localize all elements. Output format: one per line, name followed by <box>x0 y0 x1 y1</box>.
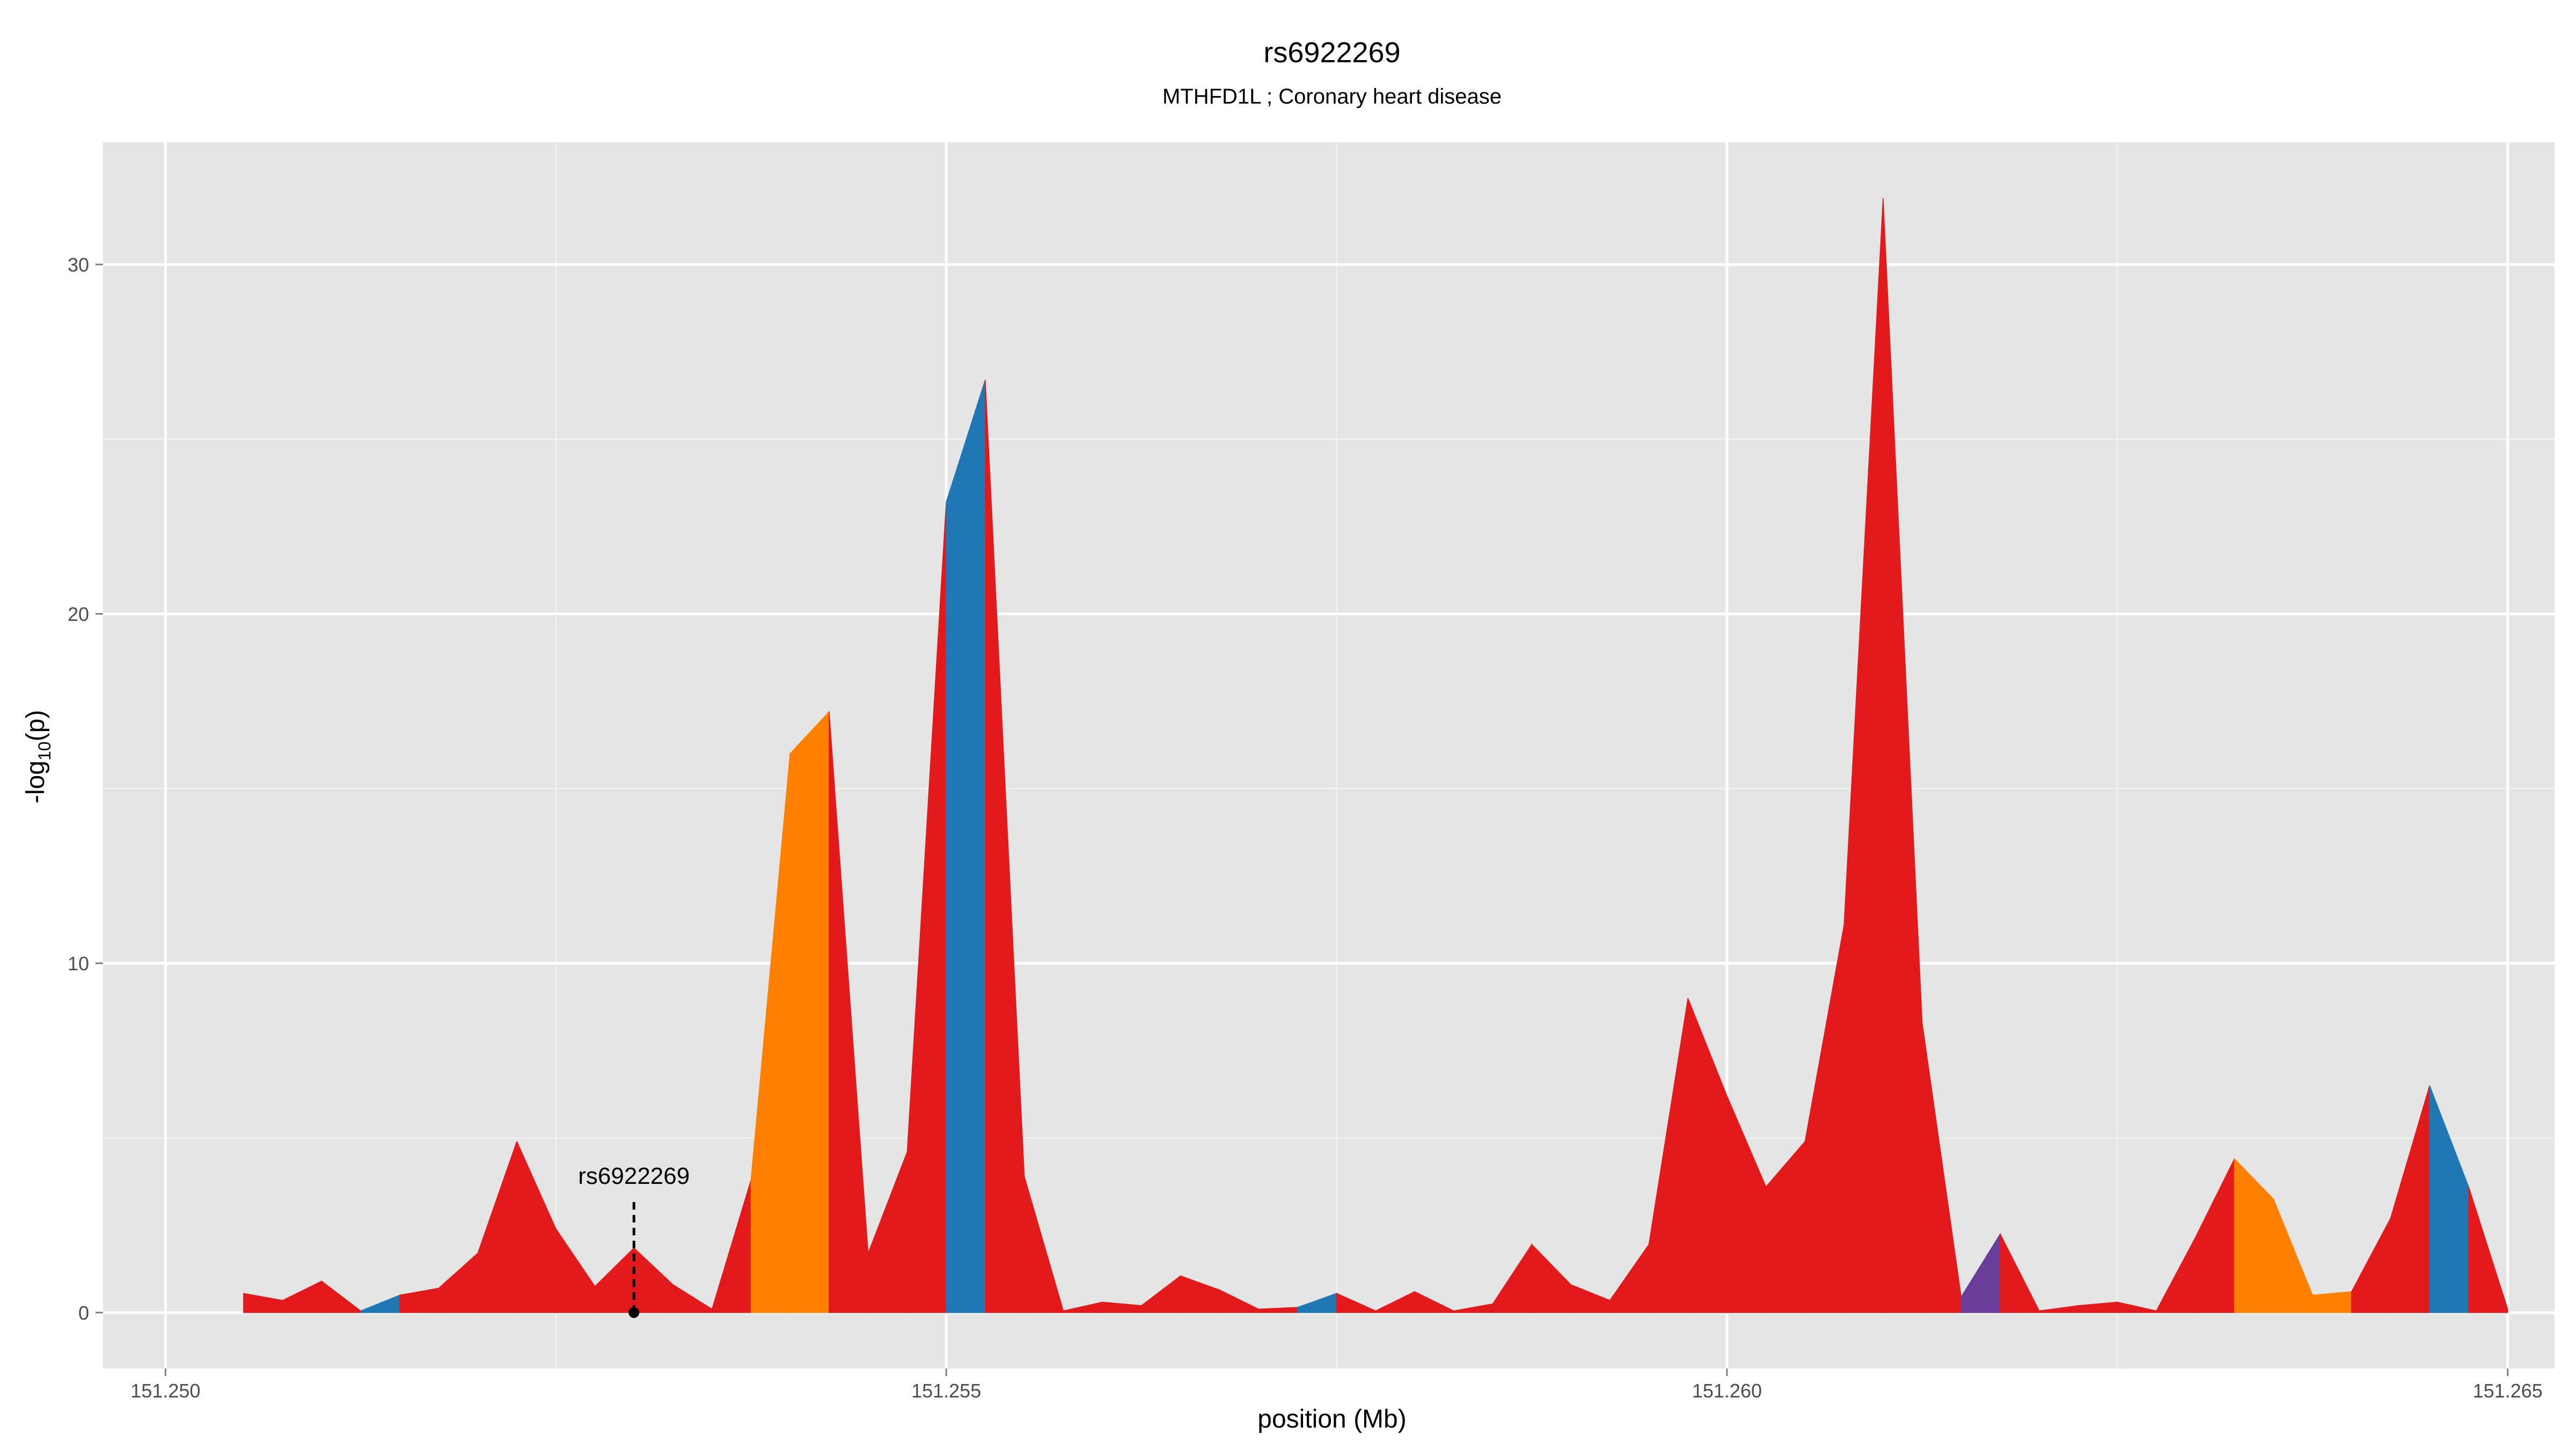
y-tick-label: 0 <box>78 1302 89 1324</box>
y-axis-title-subscript: 10 <box>35 742 54 761</box>
area-segment <box>2312 1291 2352 1313</box>
panel-background <box>103 142 2555 1368</box>
x-axis-title: position (Mb) <box>1257 1405 1406 1433</box>
annotation-point <box>628 1307 640 1318</box>
area-segment <box>2468 1187 2508 1313</box>
chart-subtitle: MTHFD1L ; Coronary heart disease <box>1162 85 1502 108</box>
x-tick-label: 151.250 <box>130 1380 200 1402</box>
plot-panel <box>103 142 2555 1368</box>
y-tick-label: 30 <box>68 254 89 276</box>
svg-text:-log10(p): -log10(p) <box>21 710 54 803</box>
annotation-label: rs6922269 <box>578 1163 690 1189</box>
annotation: rs6922269 <box>578 1163 690 1318</box>
x-tick-label: 151.265 <box>2473 1380 2543 1402</box>
area-series <box>243 198 2508 1313</box>
x-tick-label: 151.255 <box>911 1380 981 1402</box>
y-tick-label: 20 <box>68 603 89 625</box>
area-segment <box>789 711 830 1313</box>
y-axis-title-base: -log <box>21 760 50 803</box>
y-axis-title-tail: (p) <box>21 710 50 742</box>
chart-title: rs6922269 <box>1263 36 1400 69</box>
axes: 151.250 151.255 151.260 151.265 0 10 20 30 <box>68 254 2543 1402</box>
x-tick-label: 151.260 <box>1692 1380 1762 1402</box>
area-segment <box>946 379 986 1313</box>
y-axis-title: -log10(p) <box>21 710 54 803</box>
y-tick-label: 10 <box>68 953 89 975</box>
